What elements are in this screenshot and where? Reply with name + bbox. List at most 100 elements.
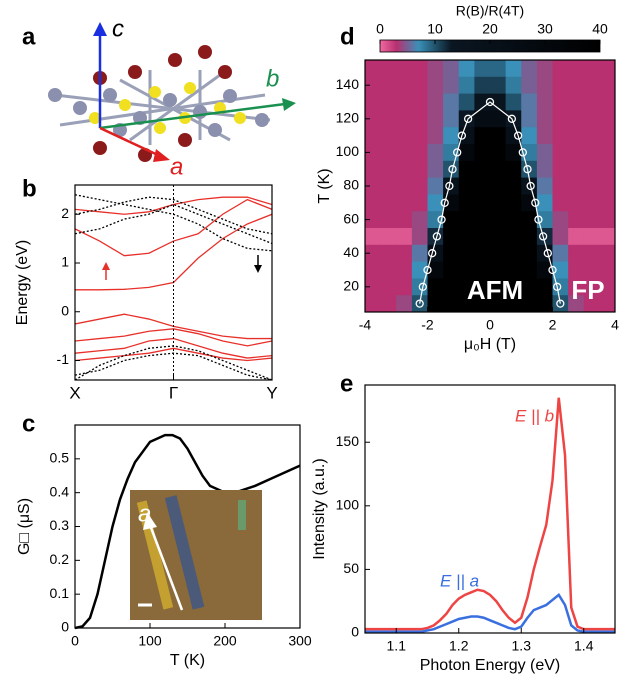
heatmap-cell [568,211,584,228]
heatmap-cell [537,144,553,161]
heatmap-cell [599,127,615,144]
heatmap-cell [584,228,600,245]
heatmap-cell [521,278,537,295]
heatmap-cell [474,60,490,77]
heatmap-cell [428,278,444,295]
x-tick-label: 1.3 [512,638,532,654]
heatmap-cell [553,161,569,178]
heatmap-cell [599,60,615,77]
heatmap-cell [381,194,397,211]
heatmap-cell [428,110,444,127]
heatmap-cell [459,127,475,144]
heatmap-cell [428,77,444,94]
y-tick-label: 0.4 [50,483,70,499]
y-tick-label: -1 [57,351,70,367]
heatmap-cell [396,110,412,127]
heatmap-cell [521,295,537,312]
heatmap-cell [365,262,381,279]
heatmap-cell [412,228,428,245]
heatmap-cell [599,110,615,127]
heatmap-cell [553,194,569,211]
heatmap-cell [412,60,428,77]
heatmap-cell [490,228,506,245]
heatmap-cell [553,228,569,245]
heatmap-cell [584,110,600,127]
heatmap-cell [474,127,490,144]
heatmap-cell [381,295,397,312]
heatmap-cell [568,110,584,127]
heatmap-cell [396,262,412,279]
heatmap-cell [443,262,459,279]
heatmap-cell [459,211,475,228]
y-tick-label: 50 [343,560,359,576]
heatmap-cell [568,60,584,77]
panel-label: d [340,23,355,50]
y-tick-label: 100 [336,143,360,159]
y-tick-label: 100 [336,497,360,513]
y-axis-label: G□ (μS) [16,498,33,555]
heatmap-cell [506,94,522,111]
heatmap-cell [381,144,397,161]
heatmap-cell [459,60,475,77]
heatmap-cell [396,295,412,312]
heatmap-cell [537,211,553,228]
heatmap-cell [428,295,444,312]
y-tick-label: 150 [336,433,360,449]
heatmap-cell [553,77,569,94]
heatmap-cell [553,94,569,111]
y-tick-label: 80 [343,177,359,193]
heatmap-cell [553,262,569,279]
heatmap-cell [474,228,490,245]
heatmap-cell [396,94,412,111]
heatmap-cell [584,211,600,228]
x-tick-label: 1.2 [449,638,469,654]
heatmap-cell [506,77,522,94]
y-tick-label: 0.5 [50,450,70,466]
heatmap-cell [599,94,615,111]
plot-lines [365,398,615,632]
heatmap-cell [412,144,428,161]
heatmap-cell [521,245,537,262]
y-tick-label: 1 [61,254,69,270]
heatmap-cell [521,262,537,279]
heatmap-cell [365,60,381,77]
heatmap-cell [396,245,412,262]
heatmap-cell [428,60,444,77]
heatmap-cell [490,77,506,94]
axis-label: a [170,153,183,180]
heatmap-cell [584,161,600,178]
heatmap-cell [381,211,397,228]
heatmap-cell [521,94,537,111]
heatmap-cell [506,178,522,195]
heatmap-cell [521,228,537,245]
heatmap-cell [365,127,381,144]
x-tick-label: 1.1 [387,638,407,654]
heatmap-cell [412,245,428,262]
heatmap-cell [474,194,490,211]
x-tick-label: Y [266,383,277,402]
annotation: AFM [467,275,523,305]
heatmap-cell [506,245,522,262]
heatmap-cell [381,262,397,279]
heatmap-cell [599,77,615,94]
heatmap-cell [599,211,615,228]
x-axis-label: T (K) [170,652,205,669]
heatmap-cell [599,245,615,262]
panel-label: b [22,175,37,202]
heatmap-cell [428,94,444,111]
band-arrows [102,255,262,280]
heatmap-cell [365,295,381,312]
heatmap-cell [459,161,475,178]
heatmap-cell [537,60,553,77]
heatmap-cell [568,127,584,144]
y-tick-label: 0.3 [50,517,70,533]
heatmap-cell [537,178,553,195]
line [365,398,615,629]
heatmap-cell [443,60,459,77]
x-tick-label: 2 [549,317,557,333]
x-tick-label: Γ [169,383,178,402]
colorbar-tick-label: 30 [537,21,553,37]
heatmap-cell [396,77,412,94]
heatmap-cell [490,127,506,144]
heatmap-cell [396,228,412,245]
